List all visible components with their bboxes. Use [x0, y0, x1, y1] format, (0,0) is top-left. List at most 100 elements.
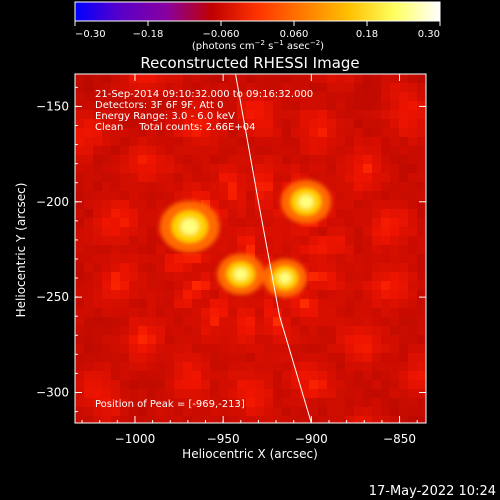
heatmap-pixel — [273, 407, 282, 416]
heatmap-pixel — [138, 110, 147, 119]
heatmap-pixel — [372, 272, 381, 281]
heatmap-pixel — [201, 245, 210, 254]
heatmap-pixel — [372, 326, 381, 335]
heatmap-pixel — [75, 236, 84, 245]
heatmap-pixel — [111, 182, 120, 191]
heatmap-pixel — [363, 83, 372, 92]
heatmap-pixel — [147, 344, 156, 353]
heatmap-pixel — [408, 362, 417, 371]
heatmap-pixel — [354, 389, 363, 398]
heatmap-pixel — [102, 353, 111, 362]
heatmap-pixel — [327, 308, 336, 317]
heatmap-pixel — [165, 146, 174, 155]
heatmap-pixel — [417, 272, 426, 281]
heatmap-pixel — [84, 344, 93, 353]
heatmap-pixel — [390, 128, 399, 137]
heatmap-pixel — [336, 83, 345, 92]
heatmap-pixel — [309, 128, 318, 137]
heatmap-pixel — [363, 137, 372, 146]
heatmap-pixel — [282, 245, 291, 254]
heatmap-pixel — [336, 281, 345, 290]
heatmap-pixel — [210, 281, 219, 290]
heatmap-pixel — [273, 326, 282, 335]
heatmap-pixel — [237, 173, 246, 182]
heatmap-pixel — [165, 110, 174, 119]
heatmap-pixel — [318, 164, 327, 173]
heatmap-pixel — [246, 119, 255, 128]
heatmap-pixel — [336, 362, 345, 371]
heatmap-pixel — [264, 200, 273, 209]
heatmap-pixel — [318, 389, 327, 398]
heatmap-pixel — [192, 290, 201, 299]
heatmap-pixel — [291, 173, 300, 182]
heatmap-pixel — [210, 164, 219, 173]
x-tick-label: −900 — [295, 432, 328, 446]
heatmap-pixel — [336, 119, 345, 128]
heatmap-pixel — [372, 263, 381, 272]
heatmap-pixel — [129, 74, 138, 83]
heatmap-pixel — [138, 308, 147, 317]
heatmap-pixel — [318, 83, 327, 92]
heatmap-pixel — [228, 326, 237, 335]
heatmap-pixel — [273, 416, 282, 423]
heatmap-pixel — [75, 308, 84, 317]
heatmap-pixel — [327, 398, 336, 407]
heatmap-pixel — [327, 254, 336, 263]
heatmap-pixel — [408, 110, 417, 119]
heatmap-pixel — [147, 191, 156, 200]
heatmap-pixel — [399, 191, 408, 200]
heatmap-pixel — [192, 83, 201, 92]
heatmap-pixel — [390, 263, 399, 272]
heatmap-pixel — [408, 92, 417, 101]
heatmap-pixel — [399, 299, 408, 308]
heatmap-pixel — [291, 299, 300, 308]
heatmap-pixel — [372, 137, 381, 146]
heatmap-pixel — [228, 200, 237, 209]
heatmap-pixel — [201, 191, 210, 200]
heatmap-pixel — [219, 191, 228, 200]
heatmap-pixel — [354, 398, 363, 407]
heatmap-pixel — [219, 389, 228, 398]
heatmap-pixel — [417, 398, 426, 407]
heatmap-pixel — [102, 236, 111, 245]
heatmap-pixel — [201, 146, 210, 155]
heatmap-pixel — [282, 344, 291, 353]
heatmap-pixel — [210, 353, 219, 362]
heatmap-pixel — [273, 155, 282, 164]
heatmap-pixel — [318, 299, 327, 308]
heatmap-pixel — [120, 101, 129, 110]
heatmap-pixel — [138, 74, 147, 83]
heatmap-pixel — [111, 110, 120, 119]
heatmap-pixel — [381, 317, 390, 326]
heatmap-pixel — [93, 155, 102, 164]
heatmap-pixel — [165, 254, 174, 263]
heatmap-pixel — [417, 218, 426, 227]
heatmap-pixel — [399, 155, 408, 164]
heatmap-pixel — [381, 155, 390, 164]
heatmap-pixel — [363, 245, 372, 254]
heatmap-pixel — [399, 209, 408, 218]
heatmap-pixel — [318, 326, 327, 335]
heatmap-pixel — [246, 209, 255, 218]
heatmap-pixel — [129, 236, 138, 245]
heatmap-pixel — [138, 317, 147, 326]
heatmap-pixel — [120, 182, 129, 191]
heatmap-pixel — [354, 191, 363, 200]
heatmap-pixel — [273, 254, 282, 263]
heatmap-pixel — [300, 407, 309, 416]
heatmap-pixel — [138, 299, 147, 308]
heatmap-pixel — [147, 389, 156, 398]
heatmap-pixel — [291, 353, 300, 362]
heatmap-pixel — [354, 227, 363, 236]
heatmap-pixel — [210, 245, 219, 254]
heatmap-pixel — [102, 389, 111, 398]
heatmap-pixel — [417, 416, 426, 423]
heatmap-pixel — [102, 362, 111, 371]
heatmap-pixel — [84, 416, 93, 423]
heatmap-pixel — [129, 317, 138, 326]
heatmap-pixel — [372, 299, 381, 308]
heatmap-pixel — [228, 407, 237, 416]
heatmap-pixel — [264, 371, 273, 380]
heatmap-pixel — [210, 263, 219, 272]
heatmap-pixel — [174, 371, 183, 380]
